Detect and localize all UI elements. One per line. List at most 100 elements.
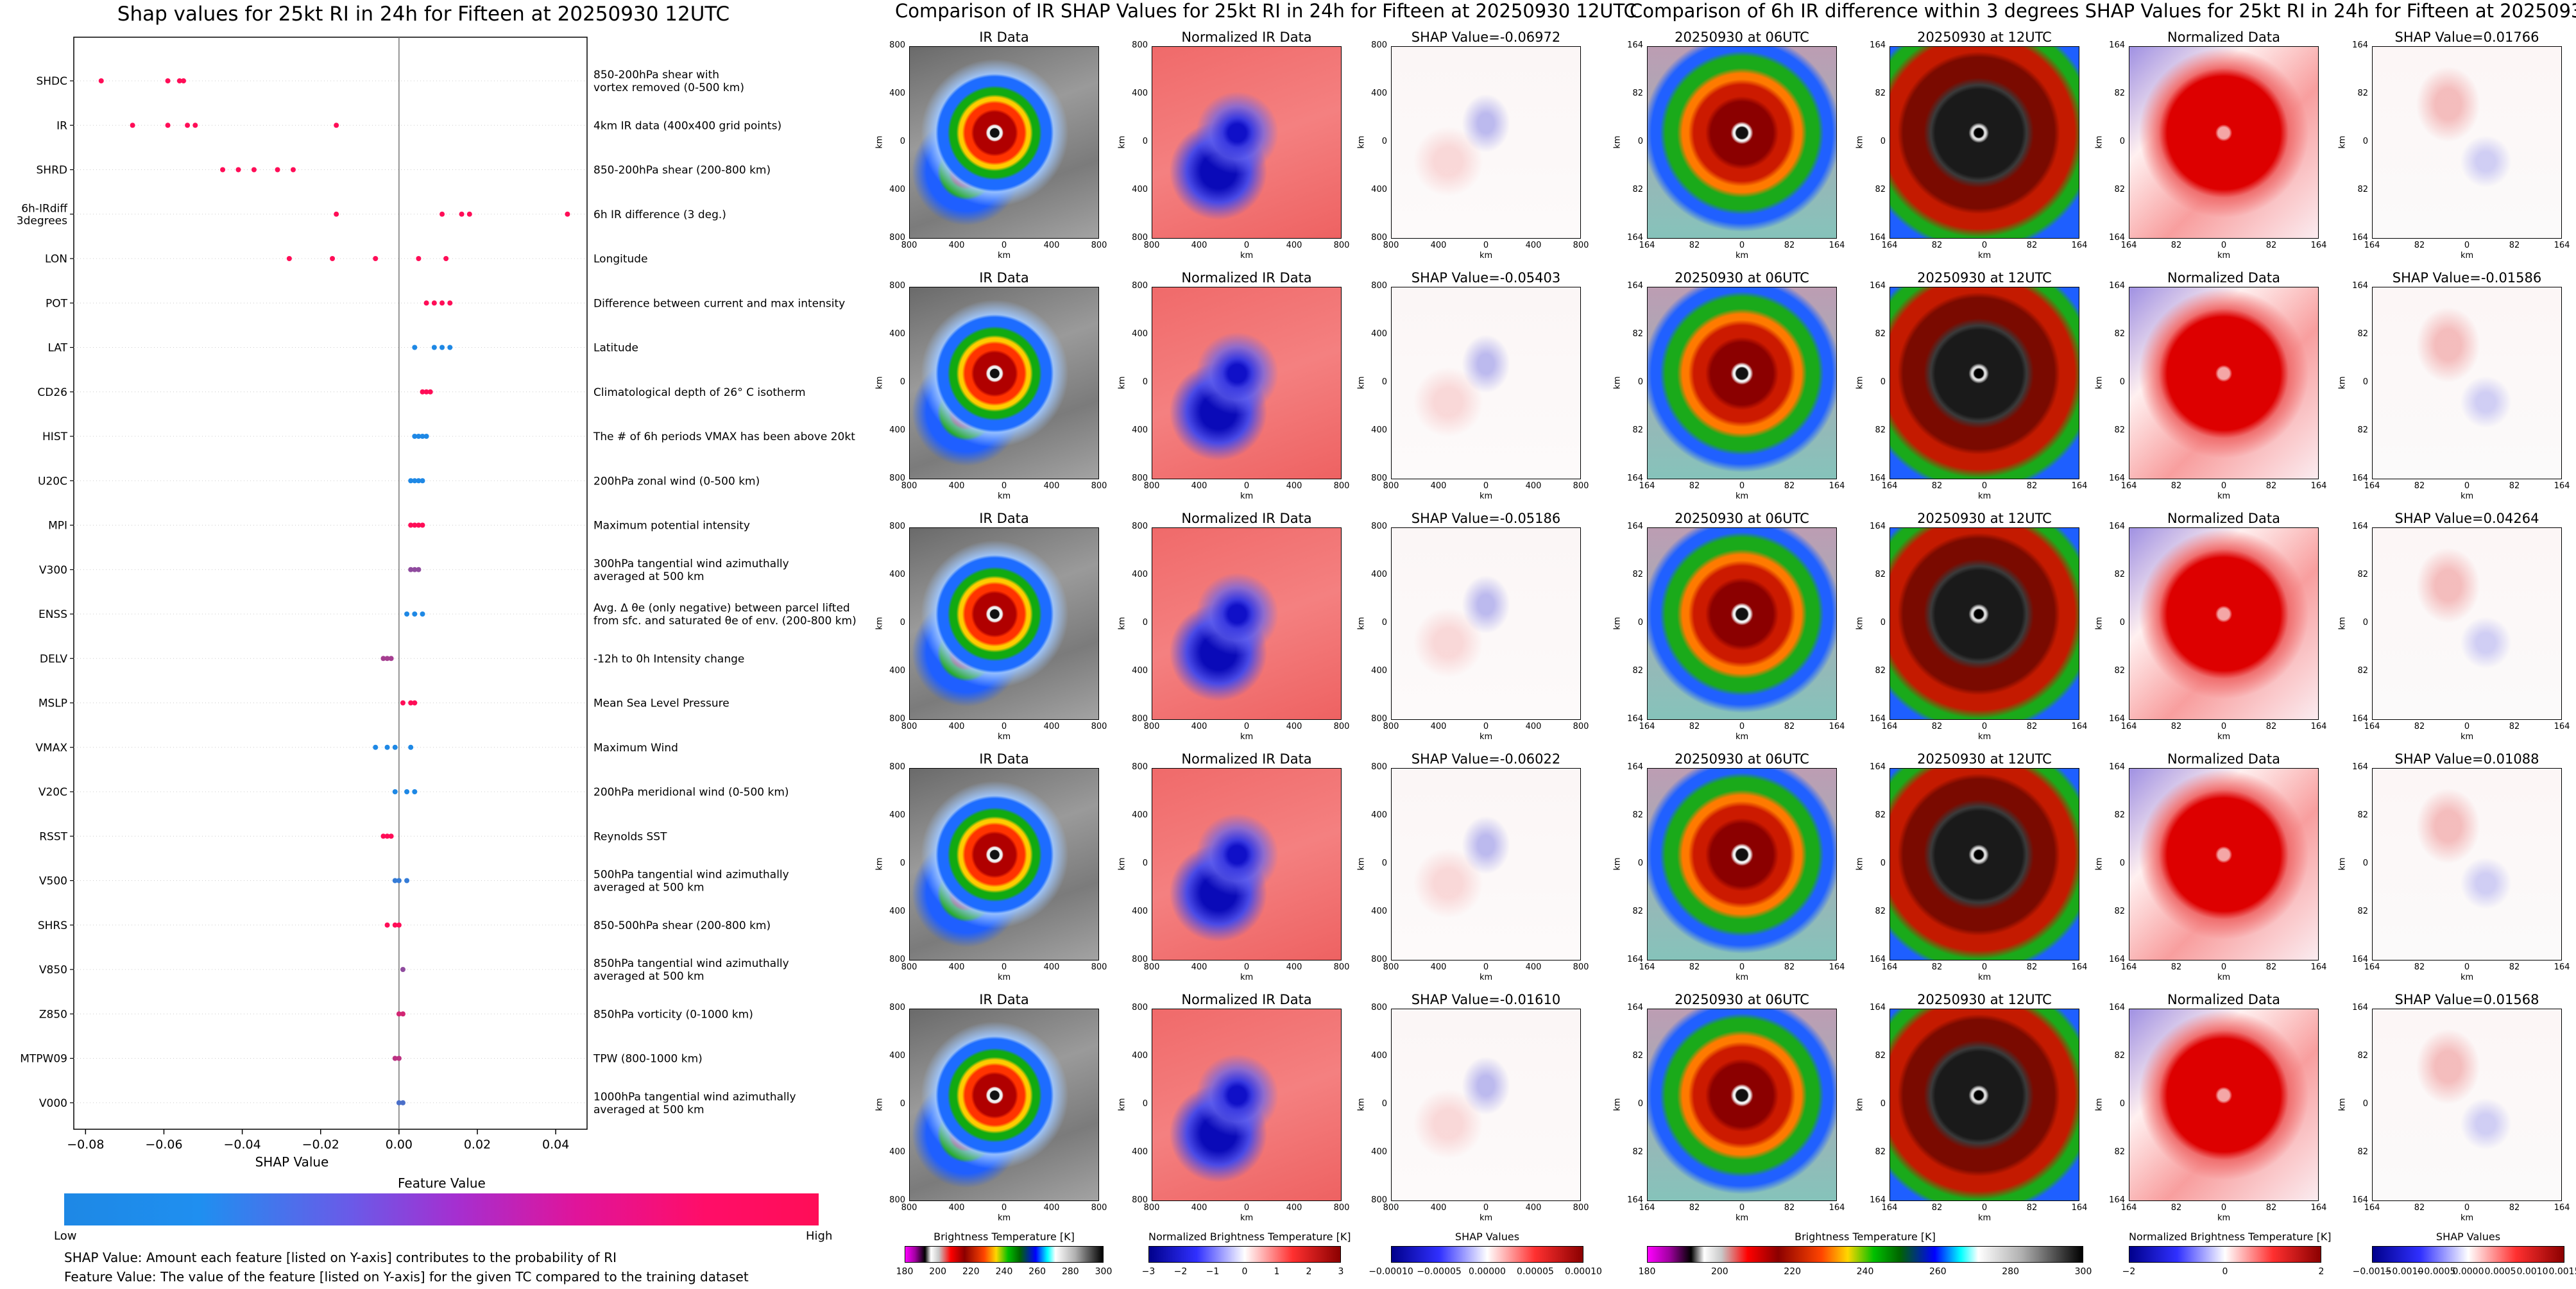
ir-data-y-label: km — [874, 135, 885, 149]
diff-06utc-y-tick: 82 — [1632, 907, 1643, 916]
diff-normalized-y-tick: 164 — [2109, 955, 2125, 964]
ir-bt-colorbar-tick: 280 — [1061, 1267, 1079, 1277]
shap-feature-description: Maximum Wind — [593, 742, 678, 755]
ir-shap-image — [1391, 527, 1581, 720]
diff-06utc-x-label: km — [1736, 491, 1749, 501]
ir-data-x-tick: 400 — [1043, 241, 1060, 250]
shap-point — [334, 123, 339, 128]
diff-normalized-title: Normalized Data — [2167, 270, 2280, 286]
shap-point — [408, 478, 414, 484]
ir-shap-y-tick: 800 — [1371, 281, 1387, 291]
shap-feature-label: VMAX — [35, 742, 67, 755]
ir-shap-x-tick: 800 — [1383, 722, 1399, 731]
shap-point — [420, 478, 425, 484]
diff-12utc-x-tick: 164 — [1881, 962, 1898, 972]
diff-normalized-y-label: km — [2094, 1098, 2104, 1111]
diff-norm-colorbar-label: Normalized Brightness Temperature [K] — [2129, 1231, 2332, 1243]
shap-feature-description: from sfc. and saturated θe of env. (200-… — [593, 615, 857, 627]
shap-point — [423, 389, 429, 395]
normalized-ir-data-y-tick: 800 — [1132, 474, 1148, 483]
diff-shap-y-label: km — [2337, 135, 2348, 149]
diff-12utc-y-tick: 82 — [1875, 329, 1886, 339]
diff-normalized-y-tick: 82 — [2114, 810, 2125, 820]
diff-shap-y-tick: 0 — [2362, 858, 2368, 868]
diff-06utc-x-tick: 164 — [1639, 962, 1655, 972]
diff-12utc-x-tick: 0 — [1981, 241, 1988, 250]
ir-shap-x-tick: 0 — [1483, 1203, 1489, 1213]
diff-normalized-y-tick: 164 — [2109, 40, 2125, 50]
ir-data-x-tick: 800 — [1091, 1203, 1107, 1213]
ir-shap-image — [1391, 287, 1581, 479]
ir-shap-y-tick: 400 — [1371, 907, 1387, 916]
diff-shap-y-tick: 164 — [2352, 474, 2368, 483]
diff-shap-y-tick: 164 — [2352, 40, 2368, 50]
shap-point — [416, 434, 422, 439]
diff-06utc-y-tick: 0 — [1637, 137, 1643, 146]
diff-06utc-y-label: km — [1612, 1098, 1623, 1111]
diff-12utc-x-tick: 82 — [1931, 1203, 1943, 1213]
ir-data-y-label: km — [874, 857, 885, 871]
diff-normalized-x-tick: 82 — [2171, 722, 2182, 731]
ir-shap-title: SHAP Value=-0.06022 — [1411, 751, 1561, 767]
diff-06utc-x-tick: 164 — [1639, 481, 1655, 491]
diff-shap-y-tick: 82 — [2357, 907, 2368, 916]
normalized-ir-data-x-tick: 400 — [1286, 722, 1302, 731]
ir-data-x-tick: 0 — [1001, 722, 1007, 731]
shap-point — [165, 123, 171, 128]
diff-06utc-y-tick: 164 — [1627, 762, 1643, 772]
feature-value-colorbar — [64, 1193, 819, 1225]
ir-shap-y-label: km — [1356, 1098, 1367, 1111]
normalized-ir-data-x-tick: 800 — [1143, 722, 1160, 731]
ir-shap-colorbar-tick: 0.00000 — [1469, 1267, 1506, 1277]
ir-data-y-tick: 800 — [889, 281, 905, 291]
ir-data-y-tick: 0 — [900, 1099, 905, 1109]
diff-06utc-x-tick: 164 — [1829, 481, 1845, 491]
diff-06utc-y-tick: 82 — [1632, 329, 1643, 339]
shap-feature-description: Avg. Δ θe (only negative) between parcel… — [593, 602, 850, 615]
ir-shap-y-tick: 400 — [1371, 666, 1387, 676]
ir-shap-y-tick: 0 — [1381, 618, 1387, 627]
ir-data-y-tick: 800 — [889, 233, 905, 243]
shap-point — [380, 833, 386, 839]
diff-normalized-y-label: km — [2094, 857, 2104, 871]
normalized-ir-data-y-tick: 400 — [1132, 185, 1148, 194]
diff-06utc-y-tick: 82 — [1632, 89, 1643, 98]
ir-data-y-tick: 400 — [889, 89, 905, 98]
diff-normalized-y-tick: 164 — [2109, 1003, 2125, 1012]
ir-shap-y-tick: 400 — [1371, 570, 1387, 579]
normalized-ir-data-image — [1152, 768, 1342, 960]
diff-12utc-title: 20250930 at 12UTC — [1917, 270, 2052, 286]
shap-note-1: SHAP Value: Amount each feature [listed … — [64, 1250, 617, 1265]
ir-shap-x-tick: 800 — [1383, 481, 1399, 491]
normalized-ir-data-x-tick: 800 — [1333, 481, 1350, 491]
ir-data-x-tick: 400 — [1043, 962, 1060, 972]
diff-shap-title: SHAP Value=0.04264 — [2394, 511, 2539, 526]
shap-feature-label: SHRS — [38, 919, 67, 932]
shap-feature-label: LAT — [47, 342, 67, 355]
diff-06utc-x-tick: 164 — [1829, 1203, 1845, 1213]
diff-12utc-x-tick: 0 — [1981, 962, 1988, 972]
ir-norm-colorbar-tick: 2 — [1306, 1267, 1312, 1277]
diff-bt-colorbar-bar — [1647, 1246, 2083, 1263]
diff-shap-y-tick: 164 — [2352, 1003, 2368, 1012]
diff-shap-title: SHAP Value=-0.01586 — [2392, 270, 2542, 286]
shap-point — [380, 656, 386, 662]
diff-12utc-y-tick: 0 — [1880, 858, 1886, 868]
diff-06utc-y-tick: 82 — [1632, 1051, 1643, 1061]
diff-12utc-x-tick: 82 — [1931, 962, 1943, 972]
diff-shap-colorbar-tick: −0.0015 — [2352, 1267, 2392, 1277]
diff-12utc-x-label: km — [1978, 251, 1992, 260]
shap-note-2: Feature Value: The value of the feature … — [64, 1269, 749, 1285]
normalized-ir-data-y-tick: 400 — [1132, 666, 1148, 676]
diff-shap-x-tick: 164 — [2554, 481, 2570, 491]
diff-shap-x-tick: 82 — [2414, 1203, 2425, 1213]
ir-data-image — [909, 287, 1099, 479]
ir-shap-y-tick: 800 — [1371, 474, 1387, 483]
normalized-ir-data-x-tick: 800 — [1143, 1203, 1160, 1213]
diff-12utc-y-tick: 82 — [1875, 570, 1886, 579]
ir-data-title: IR Data — [979, 751, 1029, 767]
shap-feature-description: averaged at 500 km — [593, 882, 704, 894]
ir-shap-colorbar-label: SHAP Values — [1454, 1231, 1520, 1243]
ir-shap-x-tick: 400 — [1525, 962, 1542, 972]
diff-06utc-x-tick: 0 — [1739, 1203, 1745, 1213]
